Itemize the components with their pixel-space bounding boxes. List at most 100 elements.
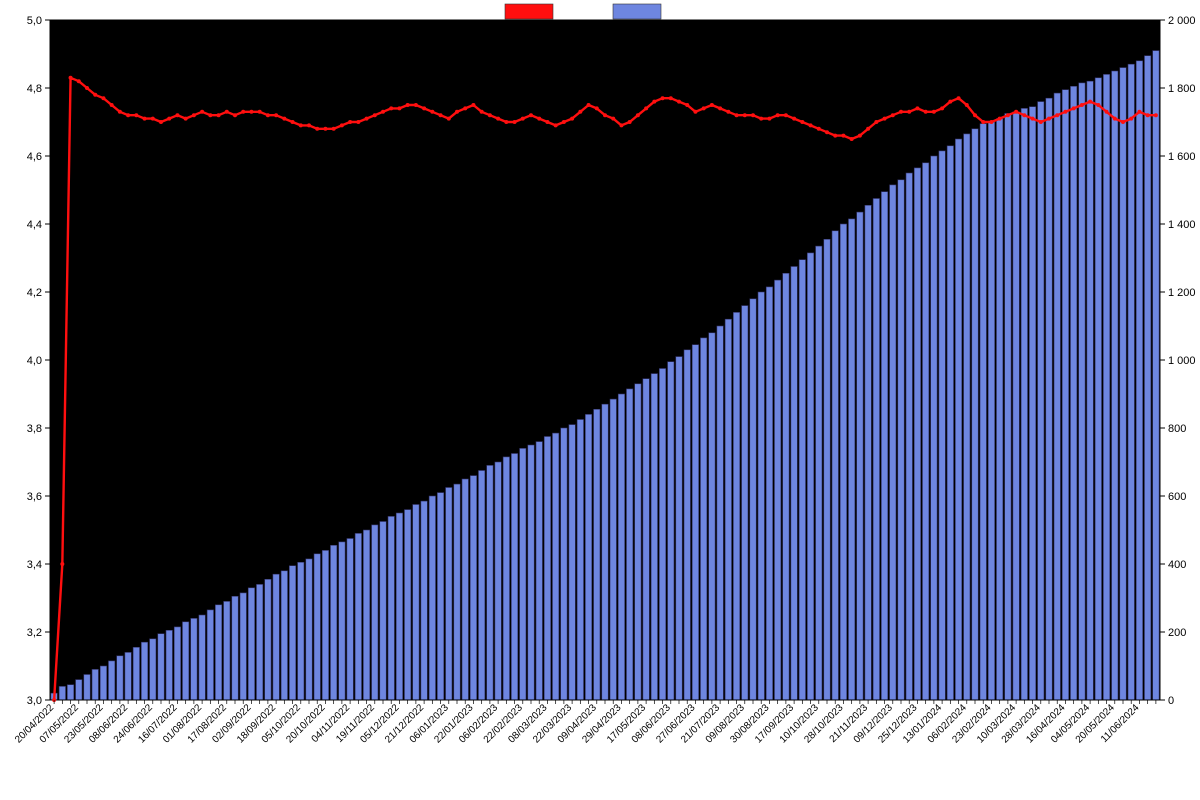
line-marker [167, 117, 171, 121]
bar [626, 389, 632, 700]
bar [964, 134, 970, 700]
line-marker [924, 110, 928, 114]
line-marker [537, 117, 541, 121]
line-marker [948, 100, 952, 104]
bar [1136, 61, 1142, 700]
y1-tick-label: 3,6 [27, 491, 42, 503]
bar [906, 173, 912, 700]
y2-tick-label: 1 600 [1168, 151, 1196, 163]
y2-tick-label: 0 [1168, 695, 1174, 707]
bar [437, 493, 443, 700]
line-marker [595, 106, 599, 110]
bar [462, 479, 468, 700]
bar [273, 574, 279, 700]
line-marker [381, 110, 385, 114]
line-marker [1105, 110, 1109, 114]
line-marker [504, 120, 508, 124]
bar [92, 669, 98, 700]
line-marker [693, 110, 697, 114]
bar [1054, 93, 1060, 700]
line-marker [809, 123, 813, 127]
line-marker [767, 117, 771, 121]
bar [478, 471, 484, 701]
bar [199, 615, 205, 700]
bar [141, 642, 147, 700]
bar [898, 180, 904, 700]
line-marker [1154, 113, 1158, 117]
line-marker [1137, 110, 1141, 114]
bar [684, 350, 690, 700]
line-marker [110, 103, 114, 107]
bar [240, 593, 246, 700]
line-marker [981, 120, 985, 124]
y1-tick-label: 3,8 [27, 423, 42, 435]
bar [388, 516, 394, 700]
line-marker [1080, 103, 1084, 107]
bar [150, 639, 156, 700]
line-marker [940, 106, 944, 110]
line-marker [1129, 117, 1133, 121]
line-marker [759, 117, 763, 121]
bar [511, 454, 517, 701]
bar [881, 192, 887, 700]
bar [454, 484, 460, 700]
bar [536, 442, 542, 700]
line-marker [126, 113, 130, 117]
line-marker [332, 127, 336, 131]
bar [314, 554, 320, 700]
y1-tick-label: 5,0 [27, 15, 42, 27]
line-marker [60, 562, 64, 566]
bar [939, 151, 945, 700]
bar [265, 579, 271, 700]
bar [1095, 78, 1101, 700]
bar [487, 465, 493, 700]
bar [322, 550, 328, 700]
bar [215, 605, 221, 700]
line-marker [455, 110, 459, 114]
bar [108, 661, 114, 700]
line-marker [545, 120, 549, 124]
bar [67, 685, 73, 700]
legend-swatch-line [505, 4, 553, 19]
line-marker [430, 110, 434, 114]
bar [166, 630, 172, 700]
line-marker [726, 110, 730, 114]
line-marker [471, 103, 475, 107]
line-marker [907, 110, 911, 114]
bar [1029, 107, 1035, 700]
bar [1120, 68, 1126, 700]
line-marker [735, 113, 739, 117]
line-marker [307, 123, 311, 127]
y2-tick-label: 400 [1168, 559, 1186, 571]
bar [972, 129, 978, 700]
bar [618, 394, 624, 700]
bar [668, 362, 674, 700]
bar [561, 428, 567, 700]
bar [1005, 114, 1011, 701]
line-marker [365, 117, 369, 121]
y2-tick-label: 2 000 [1168, 15, 1196, 27]
bar [865, 205, 871, 700]
bar [635, 384, 641, 700]
line-marker [439, 113, 443, 117]
bar [224, 601, 230, 700]
line-marker [554, 123, 558, 127]
y1-tick-label: 3,2 [27, 627, 42, 639]
bar [890, 185, 896, 700]
bar [429, 496, 435, 700]
line-marker [1006, 113, 1010, 117]
line-marker [685, 103, 689, 107]
bar [248, 588, 254, 700]
line-marker [702, 106, 706, 110]
line-marker [833, 134, 837, 138]
line-marker [636, 113, 640, 117]
line-marker [1072, 106, 1076, 110]
line-marker [1088, 100, 1092, 104]
line-marker [323, 127, 327, 131]
bar [421, 501, 427, 700]
line-marker [718, 106, 722, 110]
bar [931, 156, 937, 700]
y1-tick-label: 4,4 [27, 219, 42, 231]
y2-tick-label: 1 000 [1168, 355, 1196, 367]
line-marker [743, 113, 747, 117]
